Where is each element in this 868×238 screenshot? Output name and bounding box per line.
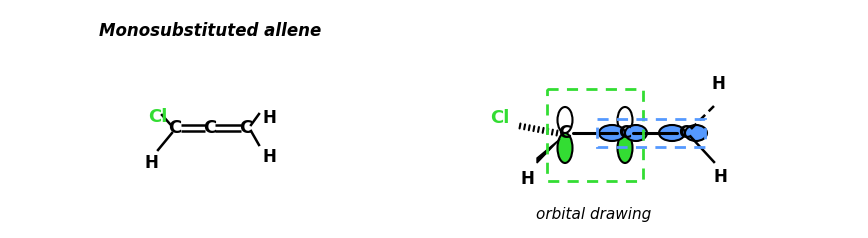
Text: C: C — [679, 124, 692, 142]
Polygon shape — [537, 139, 560, 163]
Ellipse shape — [659, 125, 685, 141]
Text: C: C — [558, 124, 572, 142]
Text: C: C — [618, 124, 632, 142]
Text: H: H — [263, 109, 277, 127]
Text: C: C — [203, 119, 217, 137]
Ellipse shape — [599, 125, 625, 141]
Text: H: H — [144, 154, 158, 172]
Bar — [547, 89, 643, 181]
Bar — [597, 119, 705, 147]
Ellipse shape — [557, 107, 573, 133]
Text: Cl: Cl — [148, 108, 168, 126]
Ellipse shape — [557, 133, 573, 163]
Ellipse shape — [685, 125, 707, 141]
Text: Cl: Cl — [490, 109, 510, 127]
Text: H: H — [711, 75, 725, 93]
Text: C: C — [168, 119, 181, 137]
Text: Monosubstituted allene: Monosubstituted allene — [99, 22, 321, 40]
Ellipse shape — [617, 133, 633, 163]
Ellipse shape — [625, 125, 647, 141]
Text: H: H — [520, 170, 534, 188]
Text: H: H — [713, 168, 727, 186]
Text: C: C — [240, 119, 253, 137]
Text: H: H — [263, 148, 277, 166]
Text: orbital drawing: orbital drawing — [536, 207, 651, 222]
Ellipse shape — [617, 107, 633, 133]
